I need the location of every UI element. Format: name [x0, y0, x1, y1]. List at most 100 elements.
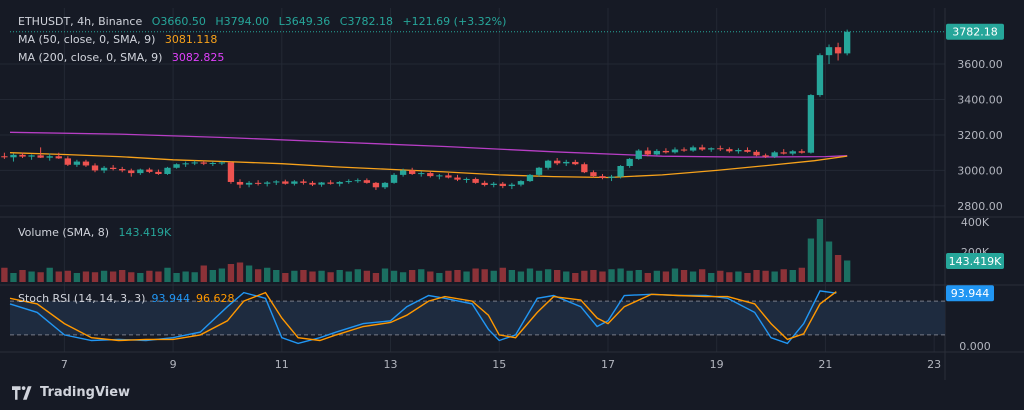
volume-bar	[708, 273, 715, 282]
candle	[381, 181, 389, 190]
tradingview-logo[interactable]: TradingView	[12, 385, 130, 400]
date-axis-label: 19	[710, 358, 724, 371]
candle-body	[689, 147, 697, 151]
volume-bar	[46, 267, 53, 282]
candle	[245, 181, 253, 188]
candle	[109, 165, 117, 171]
volume-bar	[282, 273, 289, 282]
volume-bar	[264, 267, 271, 282]
candle-body	[490, 183, 497, 185]
volume-bar	[155, 271, 162, 282]
ma200-label: MA (200, close, 0, SMA, 9)	[18, 51, 163, 64]
stoch-axis-label: 0.000	[959, 340, 991, 353]
candle-body	[55, 156, 62, 159]
date-axis-label: 11	[275, 358, 289, 371]
volume-bar	[327, 272, 334, 282]
candle-body	[236, 181, 244, 185]
volume-bar	[372, 273, 380, 282]
candle	[146, 167, 153, 174]
volume-bar	[789, 270, 796, 282]
volume-bar	[345, 271, 352, 282]
candle	[336, 181, 343, 187]
volume-bar	[735, 271, 742, 282]
candle-body	[381, 182, 389, 188]
candle-body	[590, 172, 597, 177]
candle-body	[282, 181, 289, 184]
candle-body	[671, 149, 679, 153]
candle-body	[771, 152, 778, 157]
ma50-line	[9, 152, 848, 179]
candle	[282, 179, 289, 185]
candle	[390, 173, 398, 184]
candle-body	[526, 174, 534, 182]
candle	[218, 161, 226, 166]
candle-body	[680, 149, 688, 151]
candle-body	[173, 164, 180, 168]
candle-body	[499, 183, 506, 187]
candle	[762, 153, 769, 159]
volume-bar	[363, 270, 371, 282]
candle	[517, 180, 525, 187]
candle-body	[64, 158, 72, 165]
volume-bar	[381, 268, 389, 282]
stoch-d-line	[9, 291, 837, 342]
candle-body	[544, 160, 552, 168]
candle	[581, 162, 588, 174]
candle	[499, 181, 506, 189]
candle	[780, 149, 787, 155]
candle-body	[463, 178, 470, 180]
date-axis-label: 15	[492, 358, 506, 371]
volume-bar	[771, 271, 778, 282]
candle	[454, 174, 461, 182]
volume-bar	[128, 272, 135, 282]
symbol-label: ETHUSDT, 4h, Binance	[18, 15, 143, 28]
volume-bar	[481, 269, 488, 282]
volume-bar	[73, 273, 81, 282]
candle	[771, 150, 778, 159]
volume-bar	[119, 270, 126, 282]
candle-body	[635, 150, 642, 159]
volume-bar	[200, 265, 207, 282]
candle	[744, 147, 751, 153]
price-badge	[946, 23, 1004, 40]
candle	[372, 181, 380, 190]
volume-bar	[508, 270, 516, 282]
candle-body	[717, 148, 724, 150]
candle-body	[626, 158, 633, 166]
volume-bar	[517, 271, 525, 282]
candle-body	[608, 176, 615, 178]
candle	[227, 161, 235, 184]
candle	[264, 181, 271, 187]
candle	[300, 179, 307, 185]
volume-bar	[436, 273, 443, 282]
candle-body	[227, 162, 235, 182]
symbol-legend: ETHUSDT, 4h, Binance O3660.50 H3794.00 L…	[18, 15, 512, 28]
candle-body	[599, 176, 606, 178]
volume-bar	[55, 271, 62, 282]
candle-body	[798, 151, 806, 153]
ma50-label: MA (50, close, 0, SMA, 9)	[18, 33, 156, 46]
stoch-d-value: 96.628	[195, 292, 235, 305]
candle-body	[37, 155, 44, 158]
candle	[753, 150, 760, 157]
volume-bar	[390, 270, 398, 282]
price-axis-label: 3400.00	[957, 93, 1003, 106]
volume-bar	[662, 271, 670, 282]
candle	[653, 149, 661, 156]
candle	[399, 168, 407, 177]
date-axis-label: 7	[61, 358, 68, 371]
ma200-line	[9, 131, 848, 158]
candle	[327, 180, 334, 185]
candle	[717, 145, 724, 151]
candle	[843, 29, 851, 56]
candle-body	[753, 151, 760, 156]
candle	[155, 169, 162, 175]
candle	[798, 149, 806, 154]
candle-body	[91, 165, 99, 171]
candle	[128, 168, 135, 177]
candle	[436, 173, 443, 180]
volume-bar	[399, 272, 407, 282]
volume-bar	[409, 270, 416, 282]
candle-body	[644, 150, 651, 155]
